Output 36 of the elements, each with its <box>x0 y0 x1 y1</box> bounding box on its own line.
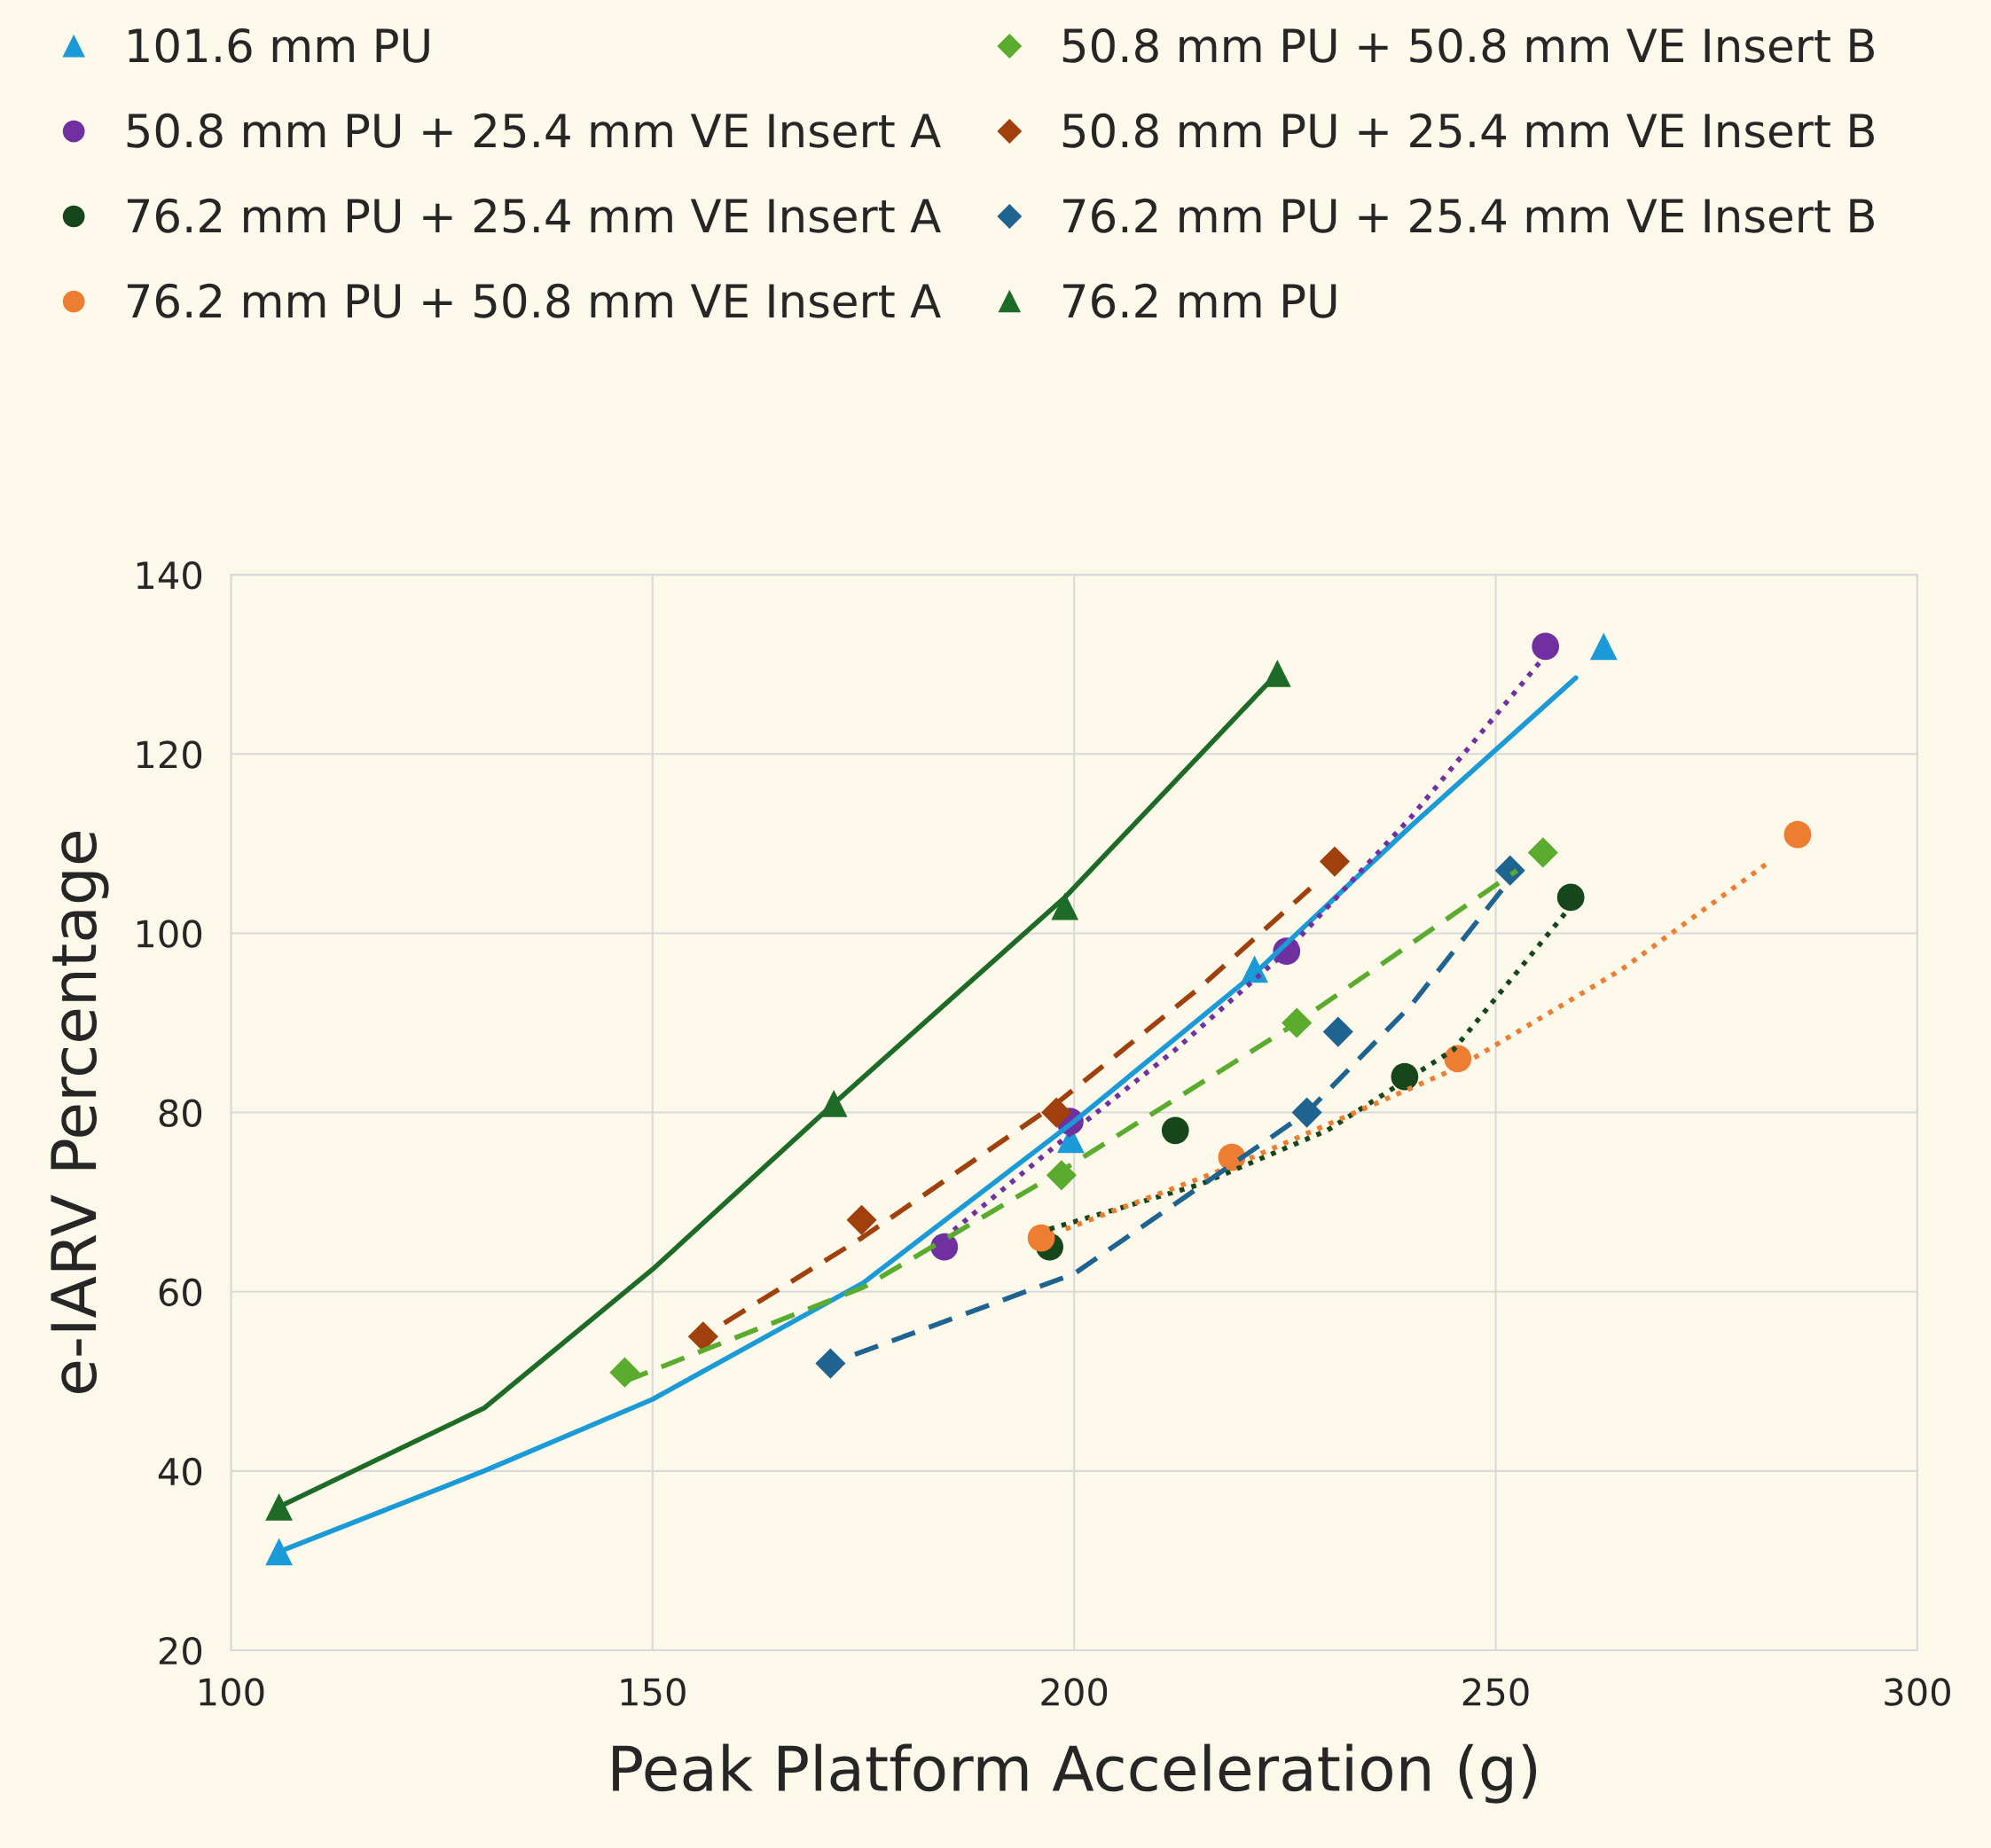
x-tick-label: 100 <box>200 1678 264 1706</box>
point <box>1322 1016 1353 1047</box>
y-tick-label: 60 <box>159 1278 202 1307</box>
legend-label: 50.8 mm PU + 25.4 mm VE Insert B <box>1062 113 1874 148</box>
point <box>1319 846 1351 877</box>
point <box>1027 1224 1055 1252</box>
point <box>265 1492 293 1521</box>
x-tick-label: 300 <box>1885 1678 1950 1706</box>
y-tick-label: 100 <box>137 920 202 948</box>
y-axis-title: e-IARV Percentage <box>51 832 109 1393</box>
y-tick-label: 140 <box>137 561 202 590</box>
y-tick-label: 120 <box>137 740 202 769</box>
legend-label: 76.2 mm PU <box>1063 283 1336 318</box>
legend-label: 50.8 mm PU + 50.8 mm VE Insert B <box>1062 27 1874 63</box>
legend-label: 76.2 mm PU + 25.4 mm VE Insert A <box>127 198 941 233</box>
x-tick-label: 150 <box>621 1678 686 1706</box>
legend-label: 76.2 mm PU + 25.4 mm VE Insert B <box>1063 198 1874 233</box>
x-axis-title: Peak Platform Acceleration (g) <box>613 1743 1537 1804</box>
y-tick-label: 40 <box>158 1457 202 1486</box>
point <box>1532 632 1560 661</box>
y-tick-label: 80 <box>159 1099 202 1127</box>
point <box>1783 820 1812 849</box>
point <box>1527 837 1558 868</box>
point <box>1556 883 1585 912</box>
x-tick-label: 200 <box>1041 1678 1108 1706</box>
point <box>1494 855 1525 886</box>
point <box>815 1348 846 1379</box>
legend-label: 76.2 mm PU + 50.8 mm VE Insert A <box>127 283 941 318</box>
point <box>1041 1097 1072 1128</box>
legend-label: 101.6 mm PU <box>129 27 429 63</box>
legend-label: 50.8 mm PU + 25.4 mm VE Insert A <box>127 113 941 148</box>
point <box>846 1204 877 1235</box>
point <box>1161 1116 1189 1145</box>
y-tick-label: 20 <box>159 1636 202 1665</box>
x-tick-label: 250 <box>1462 1678 1529 1706</box>
point <box>1589 632 1618 661</box>
